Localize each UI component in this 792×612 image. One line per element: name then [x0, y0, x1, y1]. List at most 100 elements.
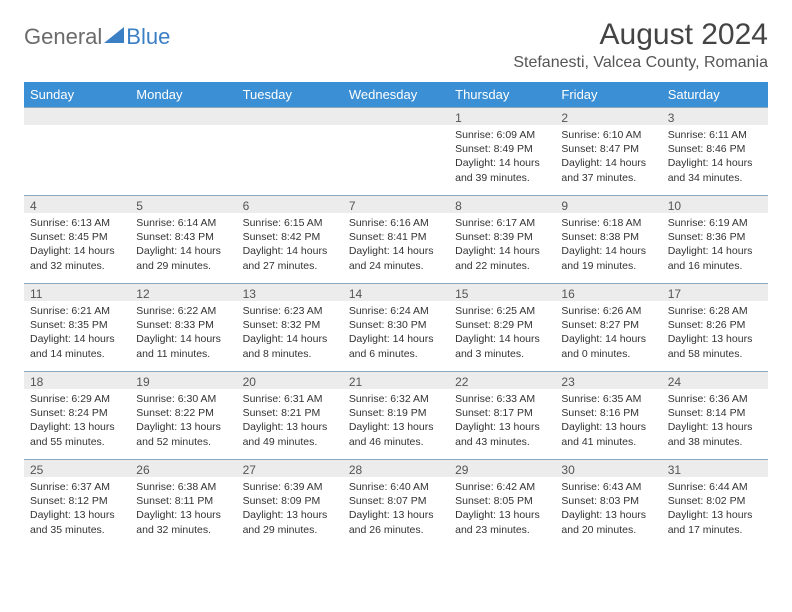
day-number: 6	[237, 195, 343, 213]
sunrise-text: Sunrise: 6:26 AM	[561, 304, 655, 318]
day-number: 8	[449, 195, 555, 213]
calendar-cell: 4Sunrise: 6:13 AMSunset: 8:45 PMDaylight…	[24, 195, 130, 283]
sunset-text: Sunset: 8:36 PM	[668, 230, 762, 244]
weekday-header: Monday	[130, 82, 236, 107]
day-details: Sunrise: 6:30 AMSunset: 8:22 PMDaylight:…	[130, 389, 236, 453]
sunset-text: Sunset: 8:24 PM	[30, 406, 124, 420]
sunset-text: Sunset: 8:22 PM	[136, 406, 230, 420]
day-details: Sunrise: 6:28 AMSunset: 8:26 PMDaylight:…	[662, 301, 768, 365]
calendar-cell	[343, 107, 449, 195]
sunrise-text: Sunrise: 6:18 AM	[561, 216, 655, 230]
weekday-header: Tuesday	[237, 82, 343, 107]
sunset-text: Sunset: 8:26 PM	[668, 318, 762, 332]
sunrise-text: Sunrise: 6:32 AM	[349, 392, 443, 406]
sunset-text: Sunset: 8:38 PM	[561, 230, 655, 244]
sunset-text: Sunset: 8:29 PM	[455, 318, 549, 332]
daylight-text: Daylight: 14 hours and 22 minutes.	[455, 244, 549, 272]
day-details: Sunrise: 6:26 AMSunset: 8:27 PMDaylight:…	[555, 301, 661, 365]
calendar-row: 4Sunrise: 6:13 AMSunset: 8:45 PMDaylight…	[24, 195, 768, 283]
day-details: Sunrise: 6:38 AMSunset: 8:11 PMDaylight:…	[130, 477, 236, 541]
calendar-cell: 25Sunrise: 6:37 AMSunset: 8:12 PMDayligh…	[24, 459, 130, 547]
calendar-body: 1Sunrise: 6:09 AMSunset: 8:49 PMDaylight…	[24, 107, 768, 547]
sunset-text: Sunset: 8:46 PM	[668, 142, 762, 156]
day-details: Sunrise: 6:21 AMSunset: 8:35 PMDaylight:…	[24, 301, 130, 365]
day-details: Sunrise: 6:35 AMSunset: 8:16 PMDaylight:…	[555, 389, 661, 453]
day-details: Sunrise: 6:39 AMSunset: 8:09 PMDaylight:…	[237, 477, 343, 541]
calendar-cell: 16Sunrise: 6:26 AMSunset: 8:27 PMDayligh…	[555, 283, 661, 371]
logo: General Blue	[24, 24, 170, 50]
daylight-text: Daylight: 14 hours and 29 minutes.	[136, 244, 230, 272]
month-title: August 2024	[513, 18, 768, 52]
sunset-text: Sunset: 8:02 PM	[668, 494, 762, 508]
sunset-text: Sunset: 8:43 PM	[136, 230, 230, 244]
day-details: Sunrise: 6:09 AMSunset: 8:49 PMDaylight:…	[449, 125, 555, 189]
day-number: 31	[662, 459, 768, 477]
day-number-bar	[237, 107, 343, 125]
day-details: Sunrise: 6:37 AMSunset: 8:12 PMDaylight:…	[24, 477, 130, 541]
calendar-cell: 27Sunrise: 6:39 AMSunset: 8:09 PMDayligh…	[237, 459, 343, 547]
daylight-text: Daylight: 14 hours and 19 minutes.	[561, 244, 655, 272]
sunset-text: Sunset: 8:05 PM	[455, 494, 549, 508]
sunrise-text: Sunrise: 6:17 AM	[455, 216, 549, 230]
calendar-cell: 17Sunrise: 6:28 AMSunset: 8:26 PMDayligh…	[662, 283, 768, 371]
day-number: 18	[24, 371, 130, 389]
sunset-text: Sunset: 8:09 PM	[243, 494, 337, 508]
daylight-text: Daylight: 14 hours and 11 minutes.	[136, 332, 230, 360]
day-details: Sunrise: 6:29 AMSunset: 8:24 PMDaylight:…	[24, 389, 130, 453]
sunset-text: Sunset: 8:45 PM	[30, 230, 124, 244]
calendar-cell: 28Sunrise: 6:40 AMSunset: 8:07 PMDayligh…	[343, 459, 449, 547]
calendar-cell: 20Sunrise: 6:31 AMSunset: 8:21 PMDayligh…	[237, 371, 343, 459]
daylight-text: Daylight: 13 hours and 32 minutes.	[136, 508, 230, 536]
day-number: 13	[237, 283, 343, 301]
daylight-text: Daylight: 14 hours and 14 minutes.	[30, 332, 124, 360]
day-number: 10	[662, 195, 768, 213]
calendar-cell: 23Sunrise: 6:35 AMSunset: 8:16 PMDayligh…	[555, 371, 661, 459]
calendar-cell: 31Sunrise: 6:44 AMSunset: 8:02 PMDayligh…	[662, 459, 768, 547]
sunrise-text: Sunrise: 6:30 AM	[136, 392, 230, 406]
sunrise-text: Sunrise: 6:21 AM	[30, 304, 124, 318]
sunrise-text: Sunrise: 6:40 AM	[349, 480, 443, 494]
sunset-text: Sunset: 8:17 PM	[455, 406, 549, 420]
calendar-cell: 15Sunrise: 6:25 AMSunset: 8:29 PMDayligh…	[449, 283, 555, 371]
sunrise-text: Sunrise: 6:39 AM	[243, 480, 337, 494]
sunset-text: Sunset: 8:32 PM	[243, 318, 337, 332]
sunrise-text: Sunrise: 6:33 AM	[455, 392, 549, 406]
daylight-text: Daylight: 14 hours and 0 minutes.	[561, 332, 655, 360]
day-number: 15	[449, 283, 555, 301]
calendar-cell: 1Sunrise: 6:09 AMSunset: 8:49 PMDaylight…	[449, 107, 555, 195]
calendar-cell: 12Sunrise: 6:22 AMSunset: 8:33 PMDayligh…	[130, 283, 236, 371]
day-number: 14	[343, 283, 449, 301]
sunrise-text: Sunrise: 6:16 AM	[349, 216, 443, 230]
calendar-row: 18Sunrise: 6:29 AMSunset: 8:24 PMDayligh…	[24, 371, 768, 459]
sunset-text: Sunset: 8:49 PM	[455, 142, 549, 156]
calendar-row: 1Sunrise: 6:09 AMSunset: 8:49 PMDaylight…	[24, 107, 768, 195]
sunrise-text: Sunrise: 6:28 AM	[668, 304, 762, 318]
day-details: Sunrise: 6:31 AMSunset: 8:21 PMDaylight:…	[237, 389, 343, 453]
day-details: Sunrise: 6:18 AMSunset: 8:38 PMDaylight:…	[555, 213, 661, 277]
sunset-text: Sunset: 8:19 PM	[349, 406, 443, 420]
day-details: Sunrise: 6:22 AMSunset: 8:33 PMDaylight:…	[130, 301, 236, 365]
calendar-cell: 7Sunrise: 6:16 AMSunset: 8:41 PMDaylight…	[343, 195, 449, 283]
daylight-text: Daylight: 13 hours and 52 minutes.	[136, 420, 230, 448]
triangle-icon	[104, 27, 124, 48]
day-details: Sunrise: 6:40 AMSunset: 8:07 PMDaylight:…	[343, 477, 449, 541]
day-number: 22	[449, 371, 555, 389]
calendar-cell: 18Sunrise: 6:29 AMSunset: 8:24 PMDayligh…	[24, 371, 130, 459]
sunset-text: Sunset: 8:11 PM	[136, 494, 230, 508]
sunrise-text: Sunrise: 6:24 AM	[349, 304, 443, 318]
location: Stefanesti, Valcea County, Romania	[513, 54, 768, 72]
day-number: 29	[449, 459, 555, 477]
sunrise-text: Sunrise: 6:36 AM	[668, 392, 762, 406]
daylight-text: Daylight: 14 hours and 37 minutes.	[561, 156, 655, 184]
day-number: 21	[343, 371, 449, 389]
day-number: 4	[24, 195, 130, 213]
daylight-text: Daylight: 13 hours and 29 minutes.	[243, 508, 337, 536]
logo-text-general: General	[24, 24, 102, 50]
sunrise-text: Sunrise: 6:31 AM	[243, 392, 337, 406]
weekday-header: Thursday	[449, 82, 555, 107]
day-number-bar	[130, 107, 236, 125]
day-number-bar	[343, 107, 449, 125]
sunrise-text: Sunrise: 6:14 AM	[136, 216, 230, 230]
daylight-text: Daylight: 14 hours and 6 minutes.	[349, 332, 443, 360]
day-number: 1	[449, 107, 555, 125]
